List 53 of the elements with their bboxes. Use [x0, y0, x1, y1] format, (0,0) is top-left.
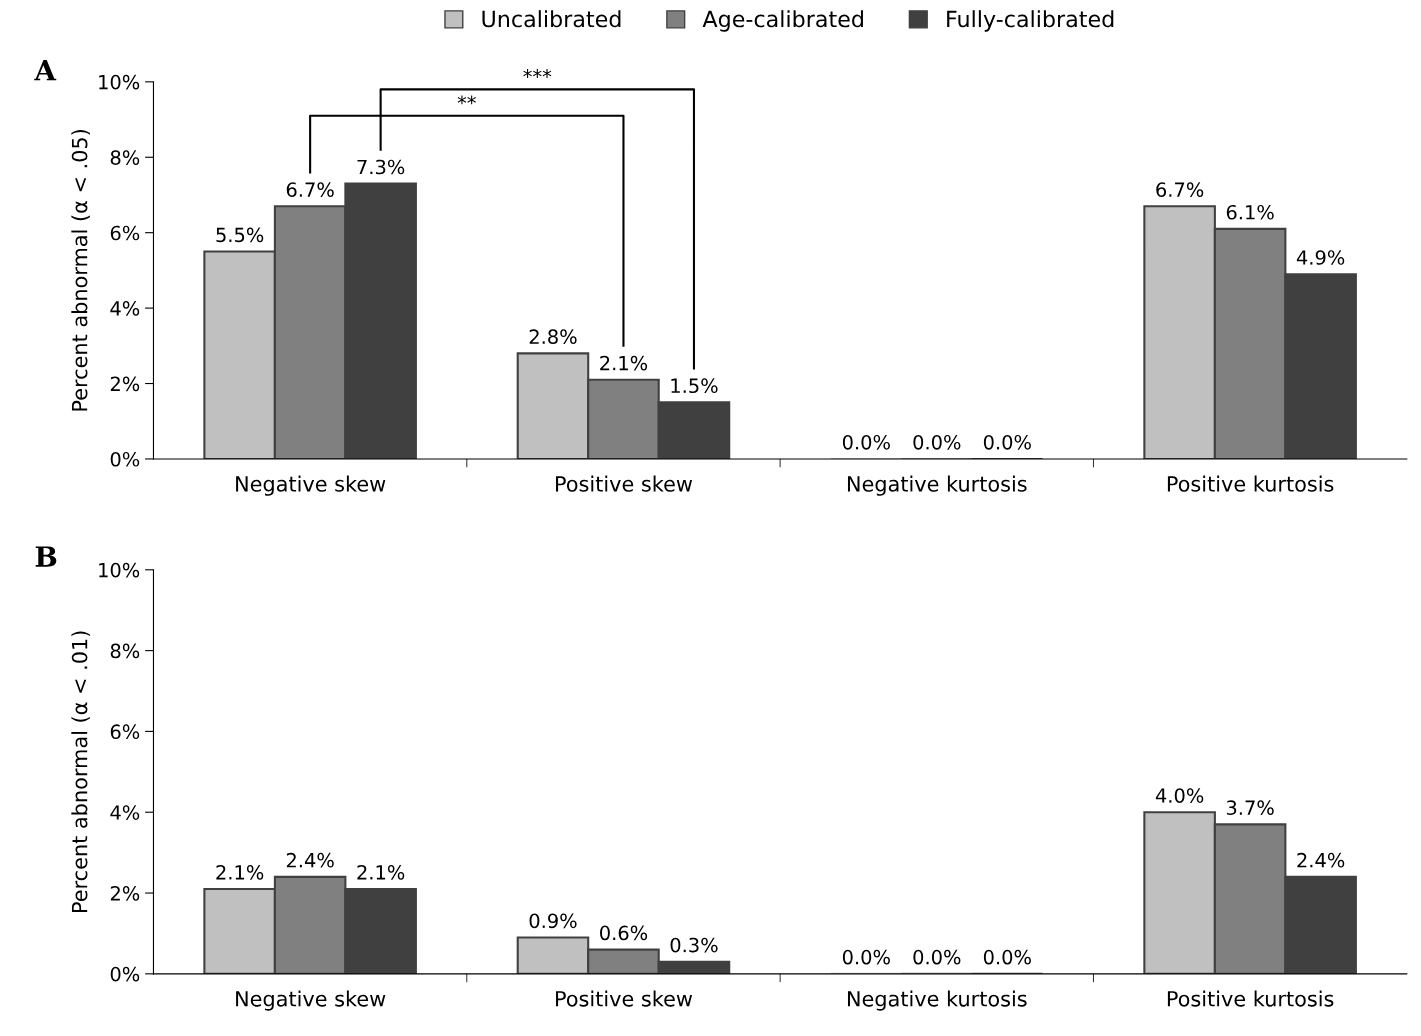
data-label: 0.0%: [913, 434, 961, 450]
data-label: 4.9%: [1296, 250, 1345, 265]
y-tick-label: 8%: [110, 643, 140, 659]
data-label: 7.3%: [357, 159, 405, 175]
data-label: 6.7%: [1156, 182, 1204, 197]
data-label: 6.7%: [286, 182, 334, 197]
y-tick-label: 2%: [110, 376, 140, 392]
data-label: 0.9%: [529, 913, 577, 929]
data-label: 6.1%: [1226, 204, 1274, 220]
x-tick-label: Positive skew: [556, 990, 693, 1007]
y-axis-title: Percent abnormal (α < .05): [71, 129, 90, 411]
data-label: 4.0%: [1155, 788, 1204, 803]
y-tick-label: 0%: [110, 451, 140, 467]
x-tick-label: Negative skew: [236, 475, 386, 496]
y-tick-label: 10%: [99, 74, 140, 90]
y-tick-label: 4%: [110, 805, 140, 820]
y-tick-label: 2%: [110, 885, 140, 901]
data-label: 2.1%: [600, 355, 648, 371]
y-tick-label: 6%: [110, 225, 140, 241]
text: ***: [523, 69, 552, 78]
y-tick-label: 4%: [110, 301, 140, 316]
legend-label: Age-calibrated: [702, 10, 863, 32]
data-label: 2.8%: [529, 329, 577, 345]
data-label: 0.6%: [600, 925, 648, 941]
data-label: 0.3%: [670, 937, 718, 953]
data-label: 0.0%: [913, 949, 961, 965]
data-label: 0.0%: [983, 949, 1031, 965]
data-label: 0.0%: [842, 949, 890, 965]
x-tick-label: Positive skew: [556, 475, 693, 492]
y-tick-label: 10%: [99, 562, 140, 578]
chart-title: A: [34, 60, 57, 81]
data-label: 1.5%: [671, 378, 718, 394]
y-axis-title: Percent abnormal (α < .01): [71, 631, 90, 912]
x-tick-label: Negative kurtosis: [847, 990, 1027, 1011]
data-label: 2.4%: [1297, 852, 1345, 868]
data-label: 5.5%: [216, 227, 264, 243]
x-tick-label: Negative skew: [236, 990, 386, 1011]
y-tick-label: 6%: [110, 724, 140, 740]
y-tick-label: 8%: [110, 150, 140, 165]
y-tick-label: 0%: [110, 966, 140, 982]
annotation: **: [457, 95, 476, 105]
data-label: 0.0%: [983, 434, 1031, 450]
x-tick-label: Positive kurtosis: [1167, 990, 1334, 1007]
x-tick-label: Negative kurtosis: [847, 475, 1027, 496]
data-label: 2.1%: [216, 864, 264, 880]
data-label: 0.0%: [842, 434, 890, 450]
chart-title: B: [35, 546, 57, 567]
legend-label: Uncalibrated: [482, 10, 621, 28]
x-tick-label: Positive kurtosis: [1167, 475, 1334, 492]
legend-label: Fully-calibrated: [947, 10, 1114, 32]
data-label: 3.7%: [1226, 800, 1274, 816]
data-label: 2.1%: [357, 864, 405, 880]
data-label: 2.4%: [286, 852, 334, 868]
